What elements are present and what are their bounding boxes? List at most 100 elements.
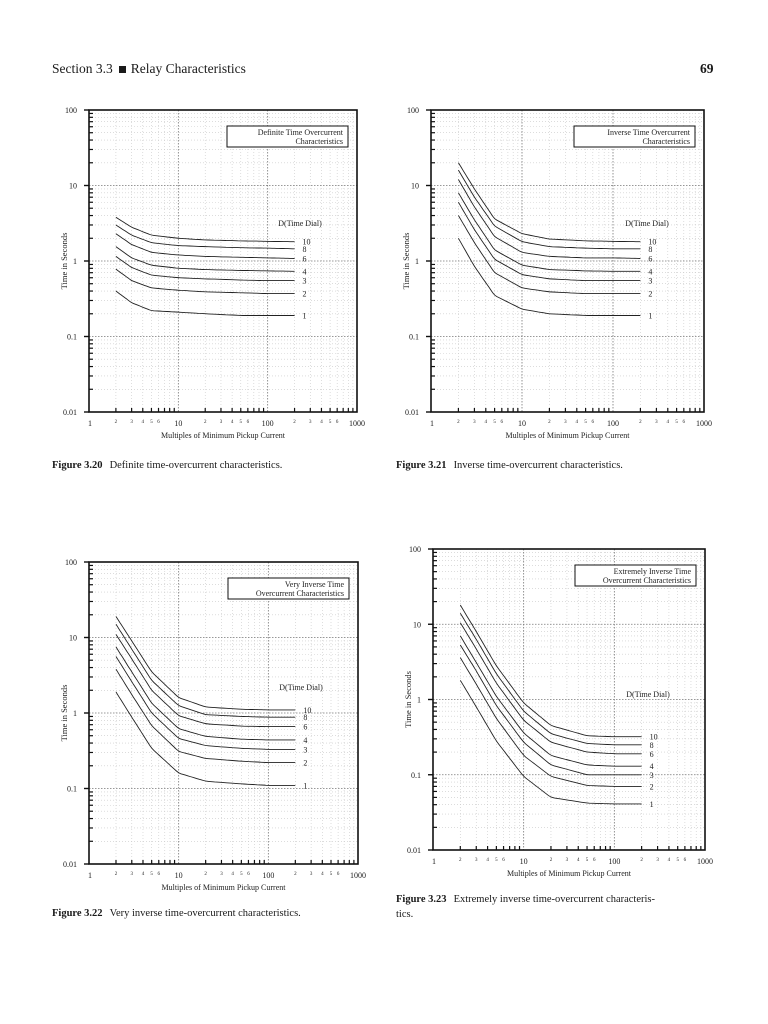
curve-label: 8 (303, 245, 307, 254)
x-minor-tick-label: 5 (675, 420, 678, 425)
y-tick-label: 100 (407, 106, 419, 115)
curve-time-dial-4 (459, 635, 642, 767)
curve-label: 10 (303, 706, 311, 715)
curve-label: 6 (303, 254, 307, 263)
curve-time-dial-10 (115, 216, 295, 243)
curve-label: 8 (303, 713, 307, 722)
y-tick-label: 10 (413, 620, 421, 629)
x-minor-tick-label: 2 (548, 420, 551, 425)
curve-time-dial-8 (115, 623, 296, 718)
curve-label: 8 (650, 741, 654, 750)
x-minor-tick-label: 2 (550, 858, 553, 863)
curve-time-dial-2 (115, 668, 296, 764)
curve-time-dial-10 (459, 604, 642, 738)
curve-time-dial-2 (458, 215, 641, 295)
x-tick-label: 1 (432, 857, 436, 866)
x-minor-tick-label: 4 (486, 858, 489, 863)
x-tick-label: 100 (607, 419, 619, 428)
x-minor-tick-label: 6 (336, 420, 339, 425)
curve-label: 4 (303, 267, 307, 276)
curve-label: 6 (650, 750, 654, 759)
curve-label: 2 (650, 782, 654, 791)
y-tick-label: 100 (65, 558, 77, 567)
chart-title: Very Inverse Time (285, 580, 345, 589)
x-minor-tick-label: 6 (501, 420, 504, 425)
curve-time-dial-6 (458, 179, 641, 259)
y-tick-label: 1 (417, 696, 421, 705)
chart-title-box (573, 125, 696, 148)
x-minor-tick-label: 6 (683, 420, 686, 425)
caption-figure-3-22: Figure 3.22 Very inverse time-overcurrent… (52, 906, 301, 921)
y-tick-label: 0.01 (63, 860, 77, 869)
y-tick-label: 0.1 (67, 785, 77, 794)
x-minor-tick-label: 5 (329, 420, 332, 425)
x-minor-tick-label: 4 (321, 872, 324, 877)
curve-time-dial-8 (459, 613, 642, 746)
caption-label: Figure 3.23 (396, 894, 447, 905)
legend-title: D(Time Dial) (278, 219, 322, 228)
legend-title: D(Time Dial) (625, 219, 669, 228)
y-tick-label: 10 (69, 182, 77, 191)
grid (89, 110, 357, 412)
x-minor-tick-label: 5 (240, 420, 243, 425)
x-minor-tick-label: 3 (475, 858, 478, 863)
curve-label: 8 (648, 245, 652, 254)
y-tick-label: 10 (411, 182, 419, 191)
chart-title: Characteristics (295, 137, 343, 146)
curve-time-dial-6 (459, 622, 642, 755)
curve-label: 1 (648, 311, 652, 320)
x-minor-tick-label: 5 (586, 858, 589, 863)
x-minor-tick-label: 6 (247, 872, 250, 877)
curve-time-dial-1 (458, 238, 641, 316)
x-minor-tick-label: 6 (158, 872, 161, 877)
x-tick-label: 1000 (696, 419, 712, 428)
x-tick-label: 1000 (349, 419, 365, 428)
caption-text-continued: tics. (396, 909, 414, 920)
y-tick-label: 1 (415, 257, 419, 266)
caption-text: Inverse time-overcurrent characteristics… (453, 460, 623, 471)
x-minor-tick-label: 3 (309, 420, 312, 425)
x-axis-title: Multiples of Minimum Pickup Current (162, 883, 287, 892)
x-minor-tick-label: 4 (668, 858, 671, 863)
curve-label: 10 (303, 238, 311, 247)
curve-label: 2 (648, 290, 652, 299)
x-minor-tick-label: 3 (220, 872, 223, 877)
caption-label: Figure 3.21 (396, 460, 447, 471)
caption-figure-3-20: Figure 3.20 Definite time-overcurrent cha… (52, 458, 282, 473)
x-minor-tick-label: 5 (584, 420, 587, 425)
x-minor-tick-label: 5 (676, 858, 679, 863)
x-axis-title: Multiples of Minimum Pickup Current (507, 869, 632, 878)
curve-label: 3 (650, 771, 654, 780)
x-minor-tick-label: 5 (240, 872, 243, 877)
x-minor-tick-label: 2 (640, 858, 643, 863)
x-minor-tick-label: 2 (204, 872, 207, 877)
legend-title: D(Time Dial) (279, 683, 323, 692)
caption-figure-3-23: Figure 3.23 Extremely inverse time-overcu… (396, 892, 736, 922)
x-tick-label: 10 (520, 857, 528, 866)
x-tick-label: 1 (430, 419, 434, 428)
curve-label: 6 (303, 723, 307, 732)
y-tick-label: 100 (65, 106, 77, 115)
curve-time-dial-1 (459, 680, 642, 805)
x-minor-tick-label: 2 (457, 420, 460, 425)
x-minor-tick-label: 2 (115, 420, 118, 425)
y-tick-label: 0.1 (67, 333, 77, 342)
curve-label: 6 (648, 254, 652, 263)
x-tick-label: 100 (262, 871, 274, 880)
x-minor-tick-label: 3 (130, 420, 133, 425)
y-tick-label: 100 (409, 545, 421, 554)
x-minor-tick-label: 2 (294, 872, 297, 877)
y-tick-label: 10 (69, 634, 77, 643)
x-minor-tick-label: 3 (131, 872, 134, 877)
bullet-icon (118, 65, 126, 73)
x-minor-tick-label: 6 (593, 858, 596, 863)
x-tick-label: 100 (262, 419, 274, 428)
x-minor-tick-label: 5 (493, 420, 496, 425)
curve-time-dial-3 (115, 656, 296, 750)
y-tick-label: 0.01 (407, 846, 421, 855)
curve-time-dial-3 (459, 644, 642, 776)
